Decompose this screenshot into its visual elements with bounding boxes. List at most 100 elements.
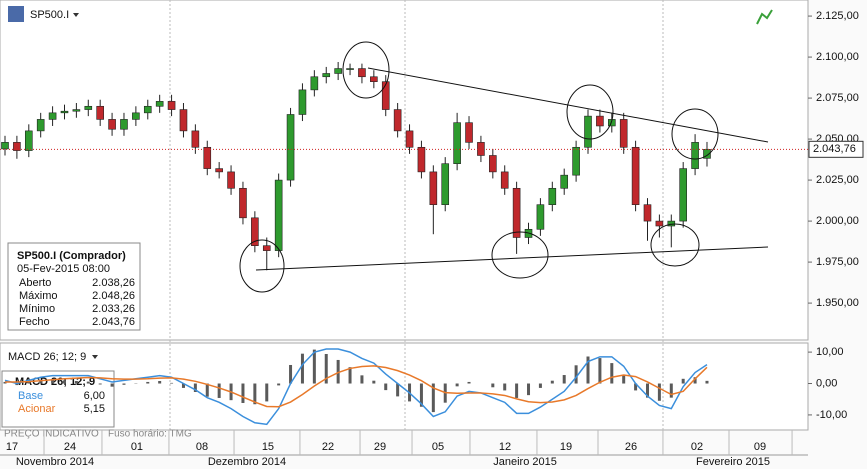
histogram-bar bbox=[550, 380, 554, 384]
info-box-frame bbox=[7, 242, 141, 331]
histogram-bar bbox=[360, 375, 364, 384]
candle-body bbox=[143, 105, 152, 114]
candle-body bbox=[500, 171, 509, 189]
macd-header: MACD 26; 12; 9 bbox=[8, 351, 86, 363]
histogram-bar bbox=[205, 383, 209, 397]
candle-body bbox=[489, 155, 497, 173]
histogram-bar bbox=[289, 364, 293, 384]
histogram-bar bbox=[538, 383, 542, 388]
candle-body bbox=[155, 101, 164, 107]
histogram-bar bbox=[515, 383, 519, 398]
histogram-bar bbox=[396, 383, 400, 397]
dropdown-arrow[interactable] bbox=[92, 355, 98, 359]
candle-body bbox=[381, 81, 390, 110]
candle-body bbox=[655, 220, 664, 227]
x-tick-label: 22 bbox=[322, 441, 334, 453]
candle-body bbox=[179, 109, 188, 132]
y-tick-label: 10,00 bbox=[816, 346, 844, 358]
histogram-bar bbox=[384, 383, 388, 391]
trend-line bbox=[255, 246, 769, 271]
x-tick-label: 02 bbox=[691, 441, 703, 453]
histogram-bar bbox=[634, 383, 638, 391]
candle-body bbox=[405, 130, 414, 148]
candle-body bbox=[36, 119, 45, 132]
info-date: 05-Fev-2015 08:00 bbox=[17, 263, 110, 275]
histogram-bar bbox=[527, 383, 531, 396]
candle-body bbox=[358, 68, 366, 78]
histogram-bar bbox=[170, 382, 174, 384]
candle-body bbox=[346, 68, 354, 70]
last-price-box bbox=[808, 140, 864, 158]
histogram-bar bbox=[705, 380, 709, 384]
histogram-bar bbox=[110, 383, 114, 387]
histogram-bar bbox=[312, 349, 316, 384]
y-tick-label: 1.975,00 bbox=[816, 256, 859, 268]
histogram-bar bbox=[39, 380, 43, 384]
histogram-bar bbox=[15, 383, 19, 386]
y-tick-label: 2.100,00 bbox=[816, 51, 859, 63]
histogram-bar bbox=[645, 383, 649, 398]
trend-icon[interactable] bbox=[756, 9, 773, 25]
histogram-bar bbox=[419, 383, 423, 407]
x-tick-label: 15 bbox=[262, 441, 274, 453]
histogram-bar bbox=[693, 377, 697, 384]
histogram-bar bbox=[455, 383, 459, 387]
info-label: Máximo bbox=[19, 290, 58, 302]
histogram-bar bbox=[324, 353, 328, 384]
histogram-bar bbox=[431, 383, 435, 413]
candle-body bbox=[84, 105, 93, 110]
macd-line bbox=[4, 365, 708, 408]
y-tick-label: 2.075,00 bbox=[816, 92, 859, 104]
histogram-bar bbox=[217, 383, 221, 398]
candle-body bbox=[631, 146, 640, 205]
candle-body bbox=[584, 115, 592, 148]
candle-body bbox=[619, 119, 628, 148]
month-label: Fevereiro 2015 bbox=[696, 456, 770, 468]
candle-body bbox=[96, 105, 104, 120]
candle-body bbox=[262, 245, 271, 251]
macd-line bbox=[4, 348, 708, 426]
month-label: Novembro 2014 bbox=[16, 456, 94, 468]
y-tick-label: -10,00 bbox=[816, 409, 847, 421]
candle-body bbox=[60, 110, 69, 114]
histogram-bar bbox=[562, 375, 566, 384]
candle-body bbox=[191, 130, 200, 148]
histogram-bar bbox=[622, 374, 626, 384]
candle-body bbox=[251, 217, 259, 246]
candle-body bbox=[298, 89, 307, 115]
month-label: Dezembro 2014 bbox=[208, 456, 286, 468]
candle-body bbox=[512, 187, 521, 238]
circle-annotation bbox=[342, 41, 390, 99]
candle-body bbox=[1, 142, 9, 150]
histogram-bar bbox=[574, 365, 578, 384]
histogram-bar bbox=[62, 380, 66, 384]
candle-body bbox=[536, 204, 545, 230]
histogram-bar bbox=[503, 383, 507, 391]
candle-body bbox=[548, 187, 557, 205]
symbol-icon bbox=[8, 6, 24, 22]
histogram-bar bbox=[586, 356, 590, 384]
dropdown-arrow[interactable] bbox=[73, 13, 79, 17]
circle-annotation bbox=[239, 239, 285, 293]
annotations bbox=[239, 41, 769, 293]
histogram-bar bbox=[265, 383, 269, 402]
macd-box-frame bbox=[1, 370, 115, 428]
info-value: 2.033,26 bbox=[92, 303, 135, 315]
candle-body bbox=[120, 119, 128, 130]
x-tick-label: 05 bbox=[432, 441, 444, 453]
candle-body bbox=[48, 112, 57, 120]
footer-timezone: Fuso horário: TMG bbox=[108, 429, 192, 440]
candle-body bbox=[679, 168, 687, 222]
y-tick-label: 0,00 bbox=[816, 377, 837, 389]
histogram-bar bbox=[372, 380, 376, 384]
x-tick-label: 09 bbox=[754, 441, 766, 453]
legend-value: 5,15 bbox=[84, 403, 105, 415]
x-tick-label: 24 bbox=[64, 441, 76, 453]
candle-body bbox=[596, 115, 604, 127]
candle-body bbox=[108, 119, 116, 130]
candle-body bbox=[72, 109, 81, 112]
y-tick-label: 1.950,00 bbox=[816, 297, 859, 309]
candle-body bbox=[167, 101, 176, 110]
candle-body bbox=[132, 112, 140, 120]
